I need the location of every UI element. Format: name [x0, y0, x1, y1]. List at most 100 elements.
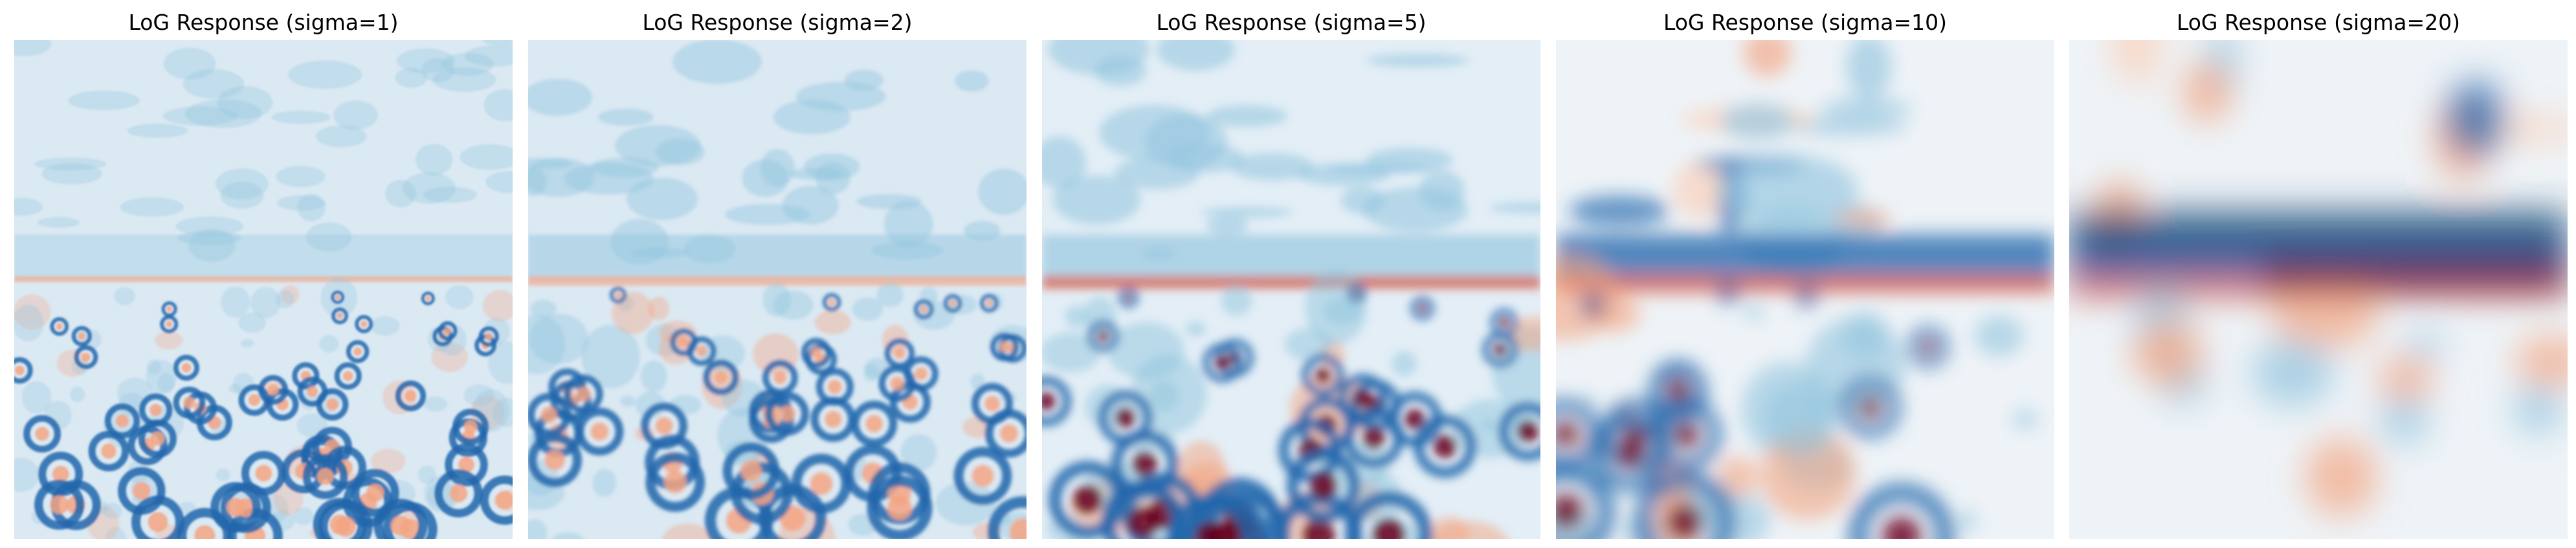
sky-texture-blob: [1366, 54, 1469, 67]
flower-ring: [50, 317, 69, 336]
sky-texture-blob: [485, 171, 513, 193]
flower-ring: [703, 360, 739, 396]
flower-core: [116, 414, 129, 428]
heatmap-image: [14, 40, 513, 539]
flower-core: [986, 299, 993, 307]
flower-ring: [1579, 291, 1606, 318]
flower-core: [828, 380, 842, 394]
flower-ring: [1347, 283, 1367, 303]
ground-texture-blob: [155, 331, 183, 350]
flower-ring: [173, 354, 199, 381]
flower-core: [714, 371, 727, 384]
sky-texture-blob: [1230, 153, 1314, 181]
flower-core: [1131, 451, 1158, 477]
ground-texture-blob: [275, 290, 295, 308]
flower-ring: [645, 452, 705, 512]
sky-texture-blob: [1200, 207, 1293, 218]
ground-texture-blob: [21, 381, 52, 414]
flower-ring: [74, 345, 98, 369]
ground-texture-blob: [620, 395, 636, 407]
ground-texture-blob: [70, 386, 85, 402]
flower-core: [133, 482, 151, 500]
flower-ring: [1278, 418, 1342, 483]
sky-texture-blob: [2182, 62, 2231, 122]
flower-core: [226, 497, 245, 517]
flower-core: [1042, 392, 1056, 411]
flower-core: [576, 387, 591, 402]
ground-texture-blob: [1843, 311, 1888, 360]
ground-texture-blob: [146, 359, 161, 375]
sky-texture-blob: [655, 139, 705, 166]
ground-texture-blob: [635, 391, 666, 419]
sky-texture-blob: [1568, 195, 1670, 227]
flower-core: [773, 371, 787, 385]
ground-texture-blob: [1759, 428, 1856, 520]
ground-texture-blob: [238, 312, 267, 333]
flower-ring: [1098, 390, 1153, 446]
flower-core: [82, 352, 91, 361]
flower-ring: [1839, 376, 1901, 438]
flower-core: [405, 390, 417, 402]
flower-ring: [1849, 483, 1954, 539]
flower-core: [1556, 420, 1579, 448]
heatmap-image: [1556, 40, 2054, 539]
flower-ring: [258, 374, 288, 405]
ground-texture-blob: [370, 448, 406, 474]
flower-core: [1009, 518, 1027, 539]
flower-ring: [878, 365, 916, 402]
sky-texture-blob: [1366, 148, 1454, 172]
sky-texture-blob: [41, 163, 102, 185]
flower-ring: [884, 338, 915, 369]
flower-core: [1665, 503, 1704, 539]
flower-ring: [1634, 472, 1735, 539]
ground-texture-blob: [1392, 350, 1417, 377]
flower-core: [1668, 382, 1689, 404]
flower-core: [1124, 293, 1133, 302]
sky-texture-blob: [627, 177, 698, 220]
horizon-dark-band: [528, 234, 1027, 280]
sky-texture-blob: [1789, 116, 1909, 135]
flower-core: [316, 468, 334, 485]
flower-core: [1194, 521, 1228, 539]
flower-ring: [478, 326, 500, 347]
sky-texture-blob: [1206, 105, 1287, 128]
flower-core: [1802, 291, 1811, 300]
ground-texture-blob: [1957, 509, 1977, 533]
sky-texture-blob: [978, 168, 1027, 215]
ground-texture-blob: [528, 519, 548, 539]
flower-core: [1362, 426, 1385, 450]
flower-ring: [373, 498, 428, 539]
flower-ring: [1203, 343, 1242, 383]
flower-ring: [292, 362, 320, 390]
flower-core: [1302, 519, 1335, 539]
sky-texture-blob: [1114, 157, 1200, 190]
sky-texture-blob: [1673, 160, 1725, 219]
flower-ring: [346, 340, 370, 363]
flower-core: [972, 464, 994, 487]
panel-sigma-20: LoG Response (sigma=20): [2069, 0, 2568, 548]
panel-sigma-2: LoG Response (sigma=2): [528, 0, 1027, 548]
flower-core: [920, 306, 927, 313]
flower-ring: [765, 391, 809, 436]
ground-texture-blob: [581, 325, 640, 389]
panel-title: LoG Response (sigma=1): [128, 10, 399, 35]
sky-texture-blob: [271, 110, 331, 124]
flower-core: [1417, 304, 1427, 313]
sky-texture-blob: [2446, 80, 2505, 157]
horizon-line: [528, 276, 1027, 286]
flower-ring: [564, 374, 603, 414]
horizon-dark-band: [1556, 234, 2054, 280]
flower-ring: [1413, 415, 1477, 478]
sky-texture-blob: [483, 89, 513, 122]
flower-core: [361, 321, 368, 328]
flower-ring: [355, 315, 373, 334]
flower-ring: [1650, 365, 1707, 422]
flower-ring: [1490, 308, 1518, 337]
flower-core: [50, 495, 69, 514]
flower-core: [1588, 299, 1598, 310]
flower-core: [1097, 330, 1109, 342]
ground-texture-blob: [14, 457, 39, 492]
ground-texture-blob: [1587, 295, 1641, 332]
ground-texture-blob: [935, 481, 997, 525]
flower-core: [166, 306, 172, 312]
